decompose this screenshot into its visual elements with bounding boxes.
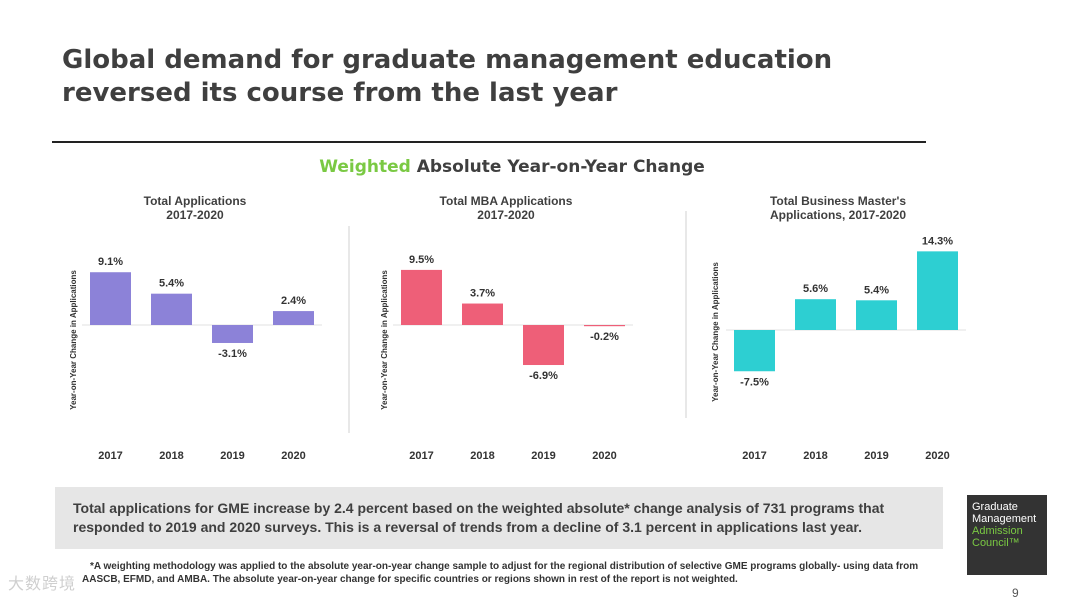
y-axis-label: Year-on-Year Change in Applications bbox=[711, 262, 720, 402]
logo-line-3: Admission bbox=[972, 525, 1023, 537]
data-label-2020: -0.2% bbox=[590, 331, 619, 343]
bar-2020 bbox=[917, 251, 958, 330]
gmac-logo: Graduate Management Admission Council™ bbox=[967, 495, 1047, 575]
x-tick-2017: 2017 bbox=[98, 450, 122, 462]
bar-2018 bbox=[462, 303, 503, 325]
logo-line-2: Management bbox=[972, 513, 1037, 525]
x-tick-2018: 2018 bbox=[803, 450, 827, 462]
chart-title-line: 2017-2020 bbox=[166, 208, 224, 222]
data-label-2018: 5.4% bbox=[159, 278, 184, 290]
chart-title-line: Total Applications bbox=[144, 194, 247, 208]
x-tick-2020: 2020 bbox=[592, 450, 616, 462]
bar-2020 bbox=[584, 325, 625, 327]
data-label-2018: 3.7% bbox=[470, 288, 495, 300]
summary-box: Total applications for GME increase by 2… bbox=[55, 487, 943, 549]
charts-group: Total Applications2017-2020Year-on-Year … bbox=[69, 194, 966, 462]
chart-title-line: 2017-2020 bbox=[477, 208, 535, 222]
x-tick-2018: 2018 bbox=[159, 450, 183, 462]
chart-title-line: Applications, 2017-2020 bbox=[770, 208, 906, 222]
footnote: *A weighting methodology was applied to … bbox=[82, 561, 919, 585]
x-tick-2019: 2019 bbox=[864, 450, 888, 462]
logo-line-4: Council™ bbox=[972, 537, 1020, 549]
bar-2019 bbox=[856, 300, 897, 330]
x-tick-2020: 2020 bbox=[925, 450, 949, 462]
subhead-rest: Absolute Year-on-Year Change bbox=[410, 157, 705, 177]
subhead-accent: Weighted bbox=[319, 157, 411, 177]
data-label-2020: 2.4% bbox=[281, 295, 306, 307]
x-tick-2019: 2019 bbox=[531, 450, 555, 462]
charts-area: Total Applications2017-2020Year-on-Year … bbox=[69, 194, 966, 462]
bar-2017 bbox=[734, 330, 775, 372]
x-tick-2017: 2017 bbox=[409, 450, 433, 462]
y-axis-label: Year-on-Year Change in Applications bbox=[380, 270, 389, 410]
data-label-2019: -3.1% bbox=[218, 348, 247, 360]
page-number: 9 bbox=[1012, 586, 1019, 600]
bar-2019 bbox=[523, 325, 564, 366]
data-label-2017: -7.5% bbox=[740, 376, 769, 388]
bar-2017 bbox=[401, 269, 442, 325]
data-label-2017: 9.5% bbox=[409, 254, 434, 266]
page-title: Global demand for graduate management ed… bbox=[62, 45, 833, 108]
data-label-2018: 5.6% bbox=[803, 283, 828, 295]
bar-2018 bbox=[151, 293, 192, 325]
bar-2019 bbox=[212, 325, 253, 343]
x-tick-2018: 2018 bbox=[470, 450, 494, 462]
bar-2017 bbox=[90, 272, 131, 325]
data-label-2019: 5.4% bbox=[864, 284, 889, 296]
x-tick-2017: 2017 bbox=[742, 450, 766, 462]
chart-subheading: Weighted Absolute Year-on-Year Change bbox=[0, 157, 1024, 177]
data-label-2017: 9.1% bbox=[98, 256, 123, 268]
x-tick-2019: 2019 bbox=[220, 450, 244, 462]
title-divider bbox=[52, 141, 926, 143]
y-axis-label: Year-on-Year Change in Applications bbox=[69, 270, 78, 410]
chart-title-line: Total Business Master's bbox=[770, 194, 906, 208]
bar-2020 bbox=[273, 311, 314, 325]
data-label-2020: 14.3% bbox=[922, 235, 953, 247]
x-tick-2020: 2020 bbox=[281, 450, 305, 462]
bar-2018 bbox=[795, 299, 836, 330]
chart-title-line: Total MBA Applications bbox=[440, 194, 573, 208]
watermark: 大数跨境 bbox=[8, 576, 77, 593]
data-label-2019: -6.9% bbox=[529, 370, 558, 382]
logo-line-1: Graduate bbox=[972, 501, 1018, 513]
